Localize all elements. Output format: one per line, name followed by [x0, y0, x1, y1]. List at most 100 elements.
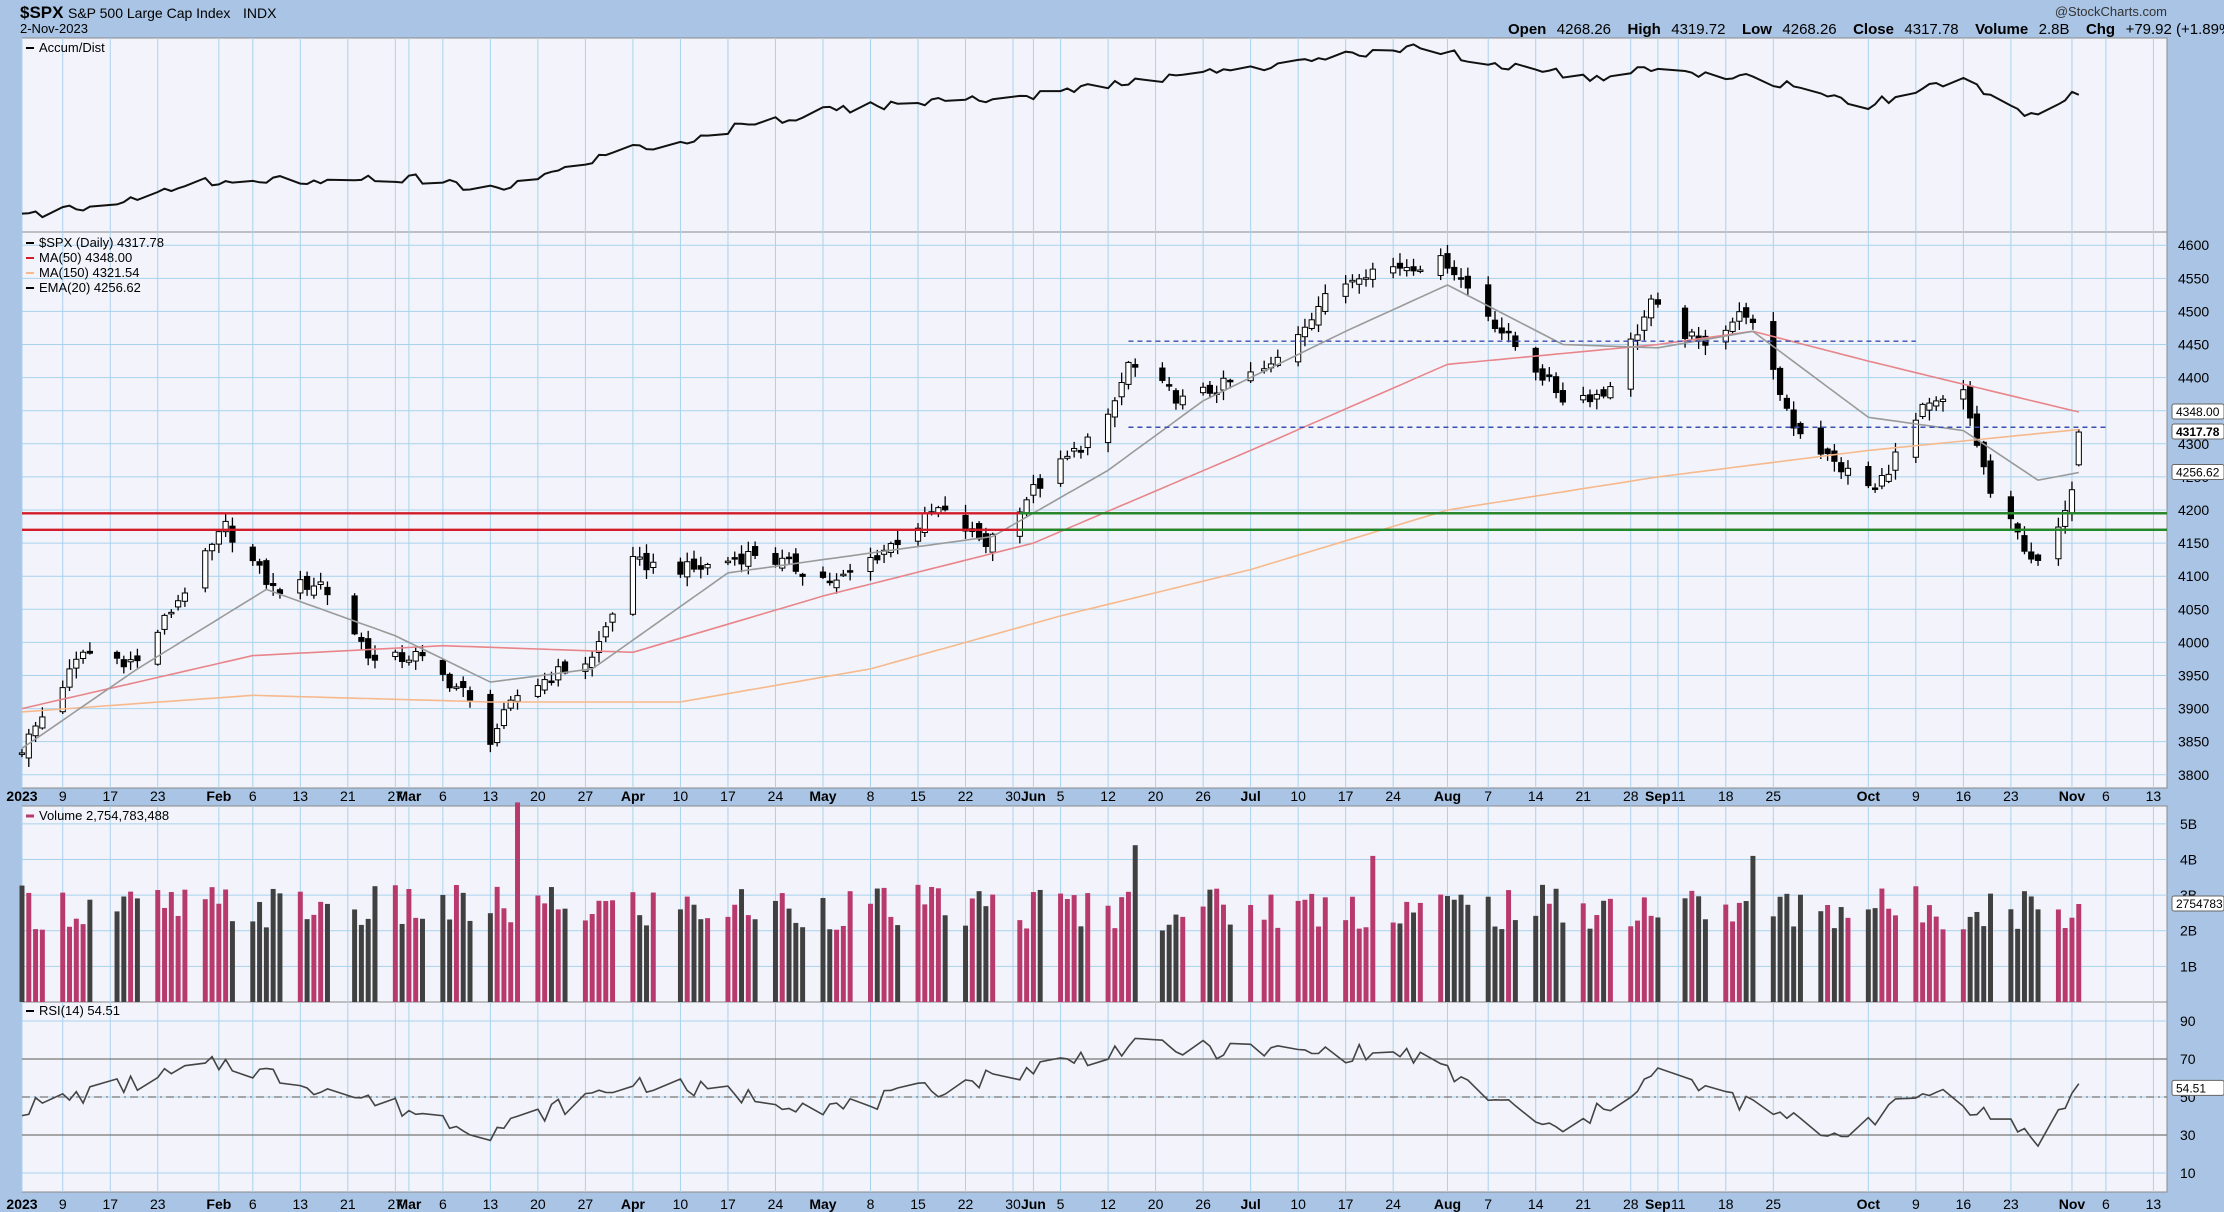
candle-body	[154, 631, 161, 665]
candle-body	[1980, 441, 1987, 468]
volume-bar	[1689, 890, 1695, 1002]
volume-bar	[494, 886, 500, 1002]
x-axis-tick-label-bottom: 9	[59, 1196, 67, 1212]
volume-legend-label: Volume 2,754,783,488	[39, 808, 169, 823]
candle-body	[392, 651, 399, 657]
price-axis-label: 4050	[2178, 601, 2209, 617]
volume-bar	[1125, 891, 1131, 1002]
volume-bar	[1777, 896, 1783, 1002]
candle-body	[989, 533, 996, 553]
x-axis-tick-label-bottom: 26	[1195, 1196, 1211, 1212]
volume-bar	[324, 903, 330, 1002]
candle-body	[419, 651, 426, 657]
candle-body	[1926, 402, 1933, 411]
x-axis-tick-label: 11	[1671, 788, 1686, 804]
candle-body	[32, 725, 39, 737]
candle-body	[270, 583, 277, 587]
x-axis-tick-label: 14	[1528, 788, 1544, 804]
volume-bar	[1648, 915, 1654, 1002]
volume-bar	[1784, 893, 1790, 1002]
candle-body	[772, 552, 779, 565]
volume-bar	[162, 907, 168, 1002]
candle-body	[507, 699, 514, 709]
volume-bar	[453, 885, 459, 1002]
chart-header: $SPX S&P 500 Large Cap Index INDX 2-Nov-…	[20, 3, 2224, 38]
price-axis-label: 3900	[2178, 701, 2209, 717]
candle-body	[595, 641, 603, 653]
candle-body	[1831, 450, 1838, 462]
candle-body	[127, 659, 134, 663]
candle-body	[161, 614, 168, 630]
volume-bar	[637, 915, 643, 1002]
candle-body	[1552, 376, 1560, 394]
rsi-value-tag: 54.51	[2176, 1081, 2206, 1095]
x-axis-tick-label: 10	[1290, 788, 1306, 804]
volume-bar	[1343, 920, 1349, 1002]
x-axis-tick-label-bottom: 24	[768, 1196, 784, 1212]
volume-bar	[1533, 915, 1539, 1002]
volume-axis-label: 5B	[2180, 816, 2197, 832]
candle-body	[1546, 374, 1553, 377]
candle-body	[1172, 390, 1180, 404]
candle-body	[1457, 277, 1465, 280]
candle-body	[745, 551, 752, 567]
volume-bar	[128, 891, 134, 1002]
x-axis-tick-label: 17	[720, 788, 736, 804]
candle-body	[724, 560, 732, 564]
candle-body	[371, 654, 379, 661]
volume-bar	[1363, 927, 1369, 1002]
candle-body	[2055, 526, 2062, 560]
candle-body	[1064, 455, 1071, 459]
volume-bar	[182, 889, 188, 1002]
volume-bar	[1159, 930, 1165, 1002]
candle-body	[1023, 499, 1030, 515]
volume-bar	[745, 915, 751, 1002]
price-axis-label: 3850	[2178, 734, 2209, 750]
close-value-tag: 4317.78	[2176, 425, 2220, 439]
x-axis-tick-label: 18	[1718, 788, 1734, 804]
x-axis-tick-label: May	[809, 788, 836, 804]
x-axis-tick-label: Apr	[621, 788, 646, 804]
candle-body	[113, 651, 121, 659]
volume-bar	[406, 889, 412, 1002]
candle-body	[1790, 409, 1797, 429]
volume-bar	[19, 885, 25, 1002]
ema20-line	[21, 284, 2079, 749]
volume-bar	[582, 920, 588, 1002]
volume-bar	[2062, 928, 2068, 1002]
candle-body	[1016, 511, 1023, 537]
volume-bar	[39, 929, 45, 1002]
volume-bar	[2055, 909, 2061, 1002]
candle-body	[1912, 419, 1919, 458]
candle-body	[25, 733, 32, 759]
candle-body	[779, 557, 786, 569]
candle-body	[582, 663, 589, 672]
volume-bar	[2028, 896, 2034, 1002]
volume-bar	[508, 922, 514, 1002]
x-axis-tick-label-bottom: Mar	[396, 1196, 421, 1212]
volume-bar	[304, 919, 310, 1002]
x-axis-tick-label-bottom: 6	[249, 1196, 257, 1212]
x-axis-tick-label: 13	[2146, 788, 2162, 804]
candle-body	[1199, 386, 1207, 394]
volume-bar	[270, 888, 276, 1002]
chart-date: 2-Nov-2023	[20, 21, 88, 36]
volume-bar	[1587, 928, 1593, 1002]
volume-bar	[1119, 897, 1125, 1002]
volume-bar	[1085, 893, 1091, 1002]
index-name: S&P 500 Large Cap Index	[68, 5, 230, 21]
candle-body	[1390, 266, 1397, 274]
volume-bar	[1207, 889, 1213, 1002]
x-axis-tick-label-bottom: 7	[1484, 1196, 1492, 1212]
volume-bar	[223, 889, 229, 1002]
candle-body	[249, 546, 256, 562]
candle-body	[18, 752, 26, 755]
price-axis-label: 4000	[2178, 634, 2209, 650]
candle-body	[1634, 334, 1641, 341]
volume-bar	[1818, 911, 1824, 1002]
volume-bar	[1635, 920, 1641, 1002]
candle-body	[982, 533, 990, 547]
x-axis-tick-label: Feb	[206, 788, 231, 804]
candle-body	[1783, 397, 1790, 409]
x-axis-tick-label-bottom: 17	[1338, 1196, 1354, 1212]
